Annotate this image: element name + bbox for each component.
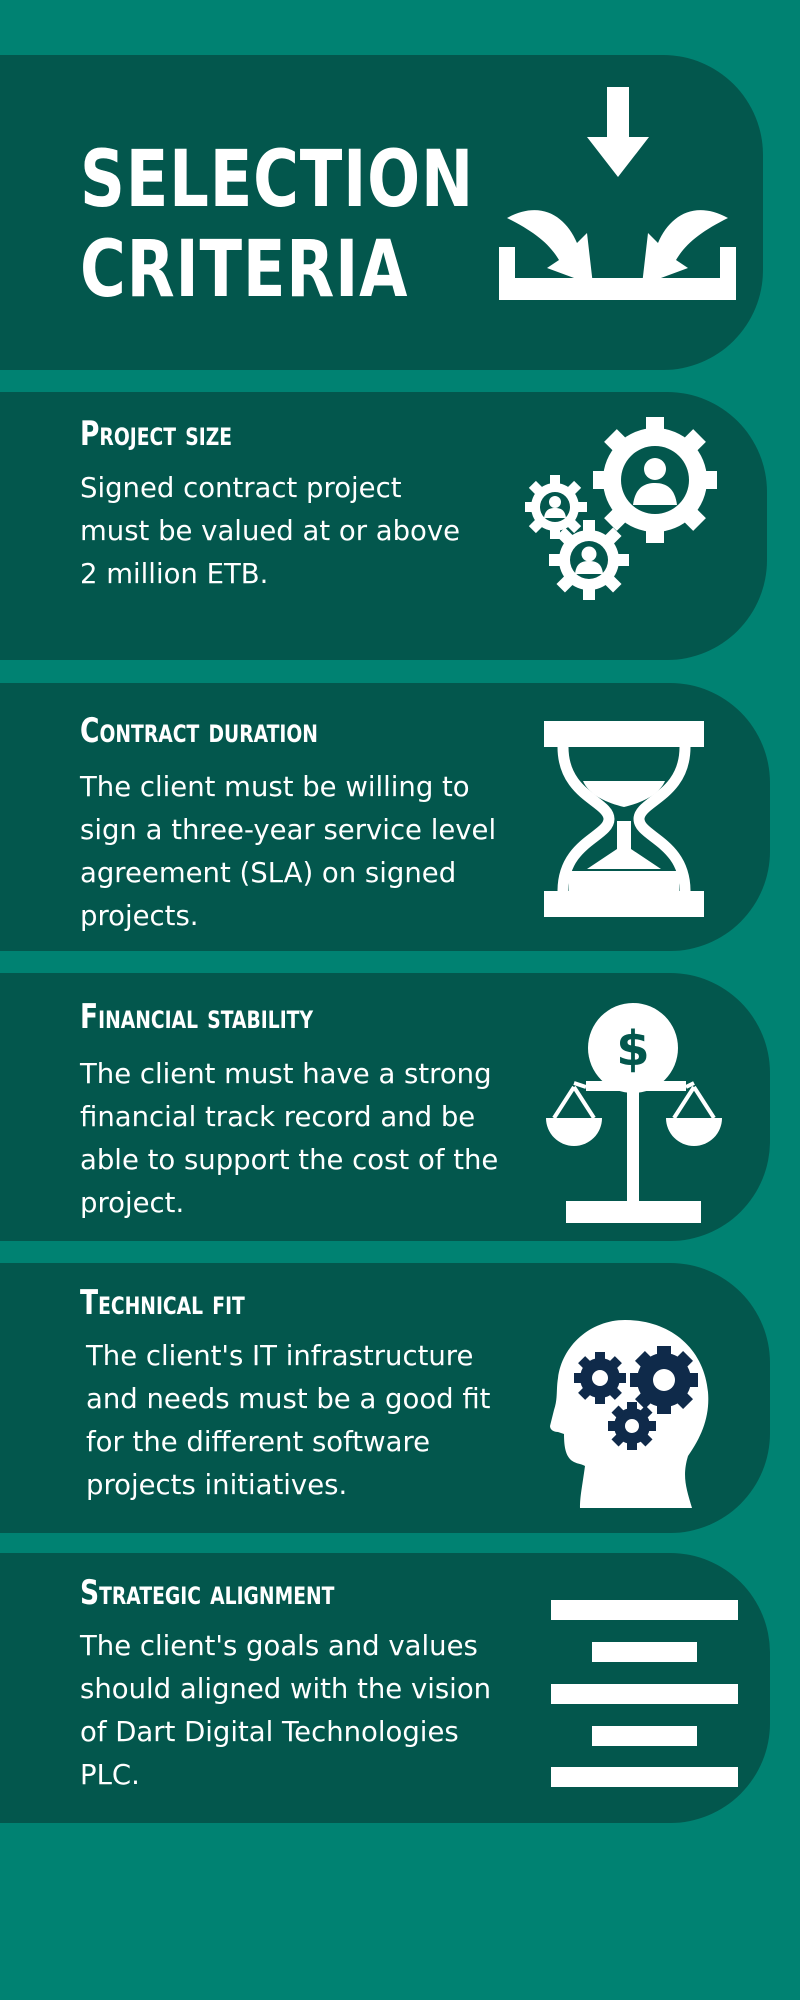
- criterion-description: Signed contract project must be valued a…: [80, 472, 461, 590]
- criterion-heading: Financial stability: [80, 997, 314, 1037]
- header-card: SELECTION CRITERIA: [0, 55, 763, 370]
- criterion-heading: Technical fit: [80, 1283, 245, 1323]
- download-arrows-tray-icon: [495, 85, 740, 305]
- criterion-heading: Project size: [80, 414, 233, 454]
- criterion-card-contract-duration: Contract duration The client must be wil…: [0, 683, 770, 951]
- criterion-description: The client's goals and values should ali…: [80, 1630, 492, 1791]
- criterion-heading: Strategic alignment: [80, 1573, 335, 1613]
- people-gears-icon: [525, 417, 725, 612]
- hourglass-icon: [543, 721, 705, 917]
- head-gears-icon: [550, 1318, 715, 1508]
- criterion-description: The client's IT infrastructure and needs…: [86, 1340, 491, 1501]
- criterion-card-technical-fit: Technical fit The client's IT infrastruc…: [0, 1263, 770, 1533]
- criterion-heading: Contract duration: [80, 711, 318, 751]
- criterion-card-project-size: Project size Signed contract project mus…: [0, 392, 767, 660]
- page-title: SELECTION CRITERIA: [80, 135, 474, 315]
- title-line-2: CRITERIA: [80, 225, 409, 315]
- svg-text:$: $: [616, 1021, 649, 1077]
- criterion-card-financial-stability: Financial stability The client must have…: [0, 973, 770, 1241]
- criterion-description: The client must be willing to sign a thr…: [80, 771, 497, 932]
- criterion-description: The client must have a strong financial …: [80, 1058, 499, 1219]
- center-align-icon: [550, 1598, 740, 1788]
- title-line-1: SELECTION: [80, 135, 475, 225]
- criterion-card-strategic-alignment: Strategic alignment The client's goals a…: [0, 1553, 770, 1823]
- dollar-scale-icon: $: [546, 1003, 722, 1223]
